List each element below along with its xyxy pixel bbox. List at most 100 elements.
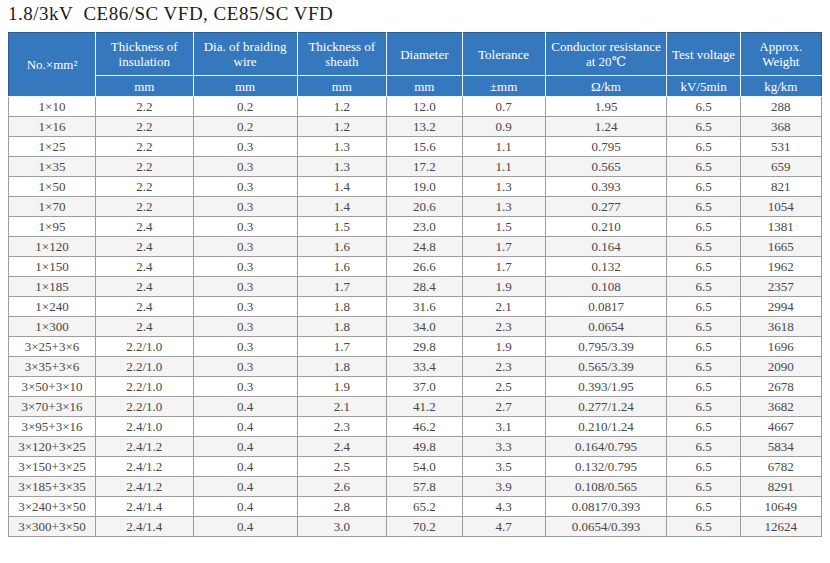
table-cell: 0.0654: [545, 317, 667, 337]
table-cell: 0.7: [462, 97, 545, 117]
table-cell: 821: [740, 177, 821, 197]
table-cell: 2.1: [297, 397, 386, 417]
table-cell: 0.2: [193, 117, 297, 137]
table-cell: 2.2/1.0: [95, 377, 193, 397]
table-cell: 2.1: [462, 297, 545, 317]
table-row: 3×95+3×162.4/1.00.42.346.23.10.210/1.246…: [9, 417, 822, 437]
table-cell: 0.393/1.95: [545, 377, 667, 397]
table-cell: 2.4: [95, 297, 193, 317]
column-unit-test-voltage: kV/5min: [667, 76, 740, 97]
table-row: 1×252.20.31.315.61.10.7956.5531: [9, 137, 822, 157]
table-cell: 23.0: [387, 217, 463, 237]
table-cell: 6782: [740, 457, 821, 477]
table-cell: 2.4/1.2: [95, 457, 193, 477]
table-cell: 19.0: [387, 177, 463, 197]
table-cell: 6.5: [667, 357, 740, 377]
table-cell: 65.2: [387, 497, 463, 517]
table-cell: 0.108/0.565: [545, 477, 667, 497]
table-cell: 0.4: [193, 417, 297, 437]
table-cell: 2.6: [297, 477, 386, 497]
table-cell: 2.4: [95, 277, 193, 297]
table-cell: 2.2: [95, 197, 193, 217]
table-cell: 2.2: [95, 177, 193, 197]
table-cell: 3.5: [462, 457, 545, 477]
table-cell: 0.4: [193, 477, 297, 497]
table-cell: 1.4: [297, 177, 386, 197]
table-cell: 6.5: [667, 437, 740, 457]
header-row-units: mm mm mm mm ±mm Ω/km kV/5min kg/km: [9, 76, 822, 97]
table-cell: 1.7: [297, 337, 386, 357]
table-cell: 31.6: [387, 297, 463, 317]
table-cell: 12624: [740, 517, 821, 537]
table-cell: 2.4/1.4: [95, 497, 193, 517]
table-row: 1×1852.40.31.728.41.90.1086.52357: [9, 277, 822, 297]
table-cell: 6.5: [667, 297, 740, 317]
table-cell: 2.4/1.2: [95, 437, 193, 457]
table-cell: 0.3: [193, 237, 297, 257]
table-cell: 33.4: [387, 357, 463, 377]
table-cell: 0.3: [193, 297, 297, 317]
table-cell: 0.795/3.39: [545, 337, 667, 357]
table-cell: 2.2/1.0: [95, 397, 193, 417]
table-row: 1×702.20.31.420.61.30.2776.51054: [9, 197, 822, 217]
table-cell: 0.3: [193, 377, 297, 397]
table-cell: 0.3: [193, 137, 297, 157]
table-cell: 0.0817: [545, 297, 667, 317]
table-cell: 0.0654/0.393: [545, 517, 667, 537]
table-cell: 0.565: [545, 157, 667, 177]
table-cell: 0.3: [193, 337, 297, 357]
table-cell: 6.5: [667, 157, 740, 177]
table-cell: 6.5: [667, 177, 740, 197]
column-unit-approx-weight: kg/km: [740, 76, 821, 97]
table-cell: 1.8: [297, 357, 386, 377]
table-cell: 6.5: [667, 417, 740, 437]
table-cell: 6.5: [667, 217, 740, 237]
row-label: 1×120: [9, 237, 96, 257]
table-cell: 15.6: [387, 137, 463, 157]
table-cell: 2678: [740, 377, 821, 397]
table-cell: 6.5: [667, 497, 740, 517]
table-cell: 2.5: [297, 457, 386, 477]
row-label: 1×70: [9, 197, 96, 217]
table-cell: 57.8: [387, 477, 463, 497]
table-cell: 1.95: [545, 97, 667, 117]
table-cell: 0.4: [193, 397, 297, 417]
table-row: 1×162.20.21.213.20.91.246.5368: [9, 117, 822, 137]
table-cell: 4.3: [462, 497, 545, 517]
table-row: 1×352.20.31.317.21.10.5656.5659: [9, 157, 822, 177]
table-cell: 0.795: [545, 137, 667, 157]
table-cell: 1.9: [462, 277, 545, 297]
page: 1.8/3kV CE86/SC VFD, CE85/SC VFD No.×mm²…: [0, 0, 830, 563]
table-cell: 1.8: [297, 297, 386, 317]
table-header: No.×mm² Thickness of insulation Dia. of …: [9, 33, 822, 97]
table-cell: 0.210/1.24: [545, 417, 667, 437]
table-cell: 2.4/1.0: [95, 417, 193, 437]
table-cell: 2.2: [95, 97, 193, 117]
table-cell: 531: [740, 137, 821, 157]
table-cell: 1.5: [297, 217, 386, 237]
table-cell: 49.8: [387, 437, 463, 457]
table-cell: 1.3: [462, 197, 545, 217]
table-cell: 41.2: [387, 397, 463, 417]
table-cell: 3.1: [462, 417, 545, 437]
table-cell: 0.0817/0.393: [545, 497, 667, 517]
table-row: 3×150+3×252.4/1.20.42.554.03.50.132/0.79…: [9, 457, 822, 477]
table-cell: 4.7: [462, 517, 545, 537]
row-label: 1×300: [9, 317, 96, 337]
table-cell: 6.5: [667, 477, 740, 497]
table-cell: 1.3: [297, 137, 386, 157]
table-cell: 2.4: [297, 437, 386, 457]
table-cell: 70.2: [387, 517, 463, 537]
table-cell: 1.3: [462, 177, 545, 197]
table-cell: 2.4: [95, 317, 193, 337]
table-cell: 34.0: [387, 317, 463, 337]
table-cell: 1.1: [462, 157, 545, 177]
table-cell: 1.24: [545, 117, 667, 137]
table-cell: 24.8: [387, 237, 463, 257]
table-cell: 20.6: [387, 197, 463, 217]
table-cell: 28.4: [387, 277, 463, 297]
column-header-test-voltage: Test voltage: [667, 33, 740, 76]
row-label: 1×240: [9, 297, 96, 317]
table-cell: 0.393: [545, 177, 667, 197]
table-cell: 3.0: [297, 517, 386, 537]
